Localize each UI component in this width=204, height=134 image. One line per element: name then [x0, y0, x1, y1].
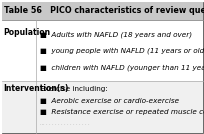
Text: ■  Adults with NAFLD (18 years and over): ■ Adults with NAFLD (18 years and over) — [40, 32, 192, 38]
Text: ... . . . . . . . . . . . . . . .: ... . . . . . . . . . . . . . . . — [40, 121, 89, 126]
Text: ■  Resistance exercise or repeated muscle contrac…: ■ Resistance exercise or repeated muscle… — [40, 109, 204, 115]
Text: Population: Population — [3, 28, 51, 37]
Bar — [1, 1, 203, 20]
Text: Exercise including:: Exercise including: — [40, 86, 108, 92]
Text: ■  Aerobic exercise or cardio-exercise: ■ Aerobic exercise or cardio-exercise — [40, 98, 179, 104]
Bar — [1, 20, 203, 81]
Text: Table 56   PICO characteristics of review question: Table 56 PICO characteristics of review … — [4, 6, 204, 15]
Text: ■  children with NAFLD (younger than 11 years): ■ children with NAFLD (younger than 11 y… — [40, 64, 204, 71]
Text: Intervention(s): Intervention(s) — [3, 84, 69, 93]
Bar — [1, 81, 203, 133]
Text: ■  young people with NAFLD (11 years or older …: ■ young people with NAFLD (11 years or o… — [40, 48, 204, 55]
